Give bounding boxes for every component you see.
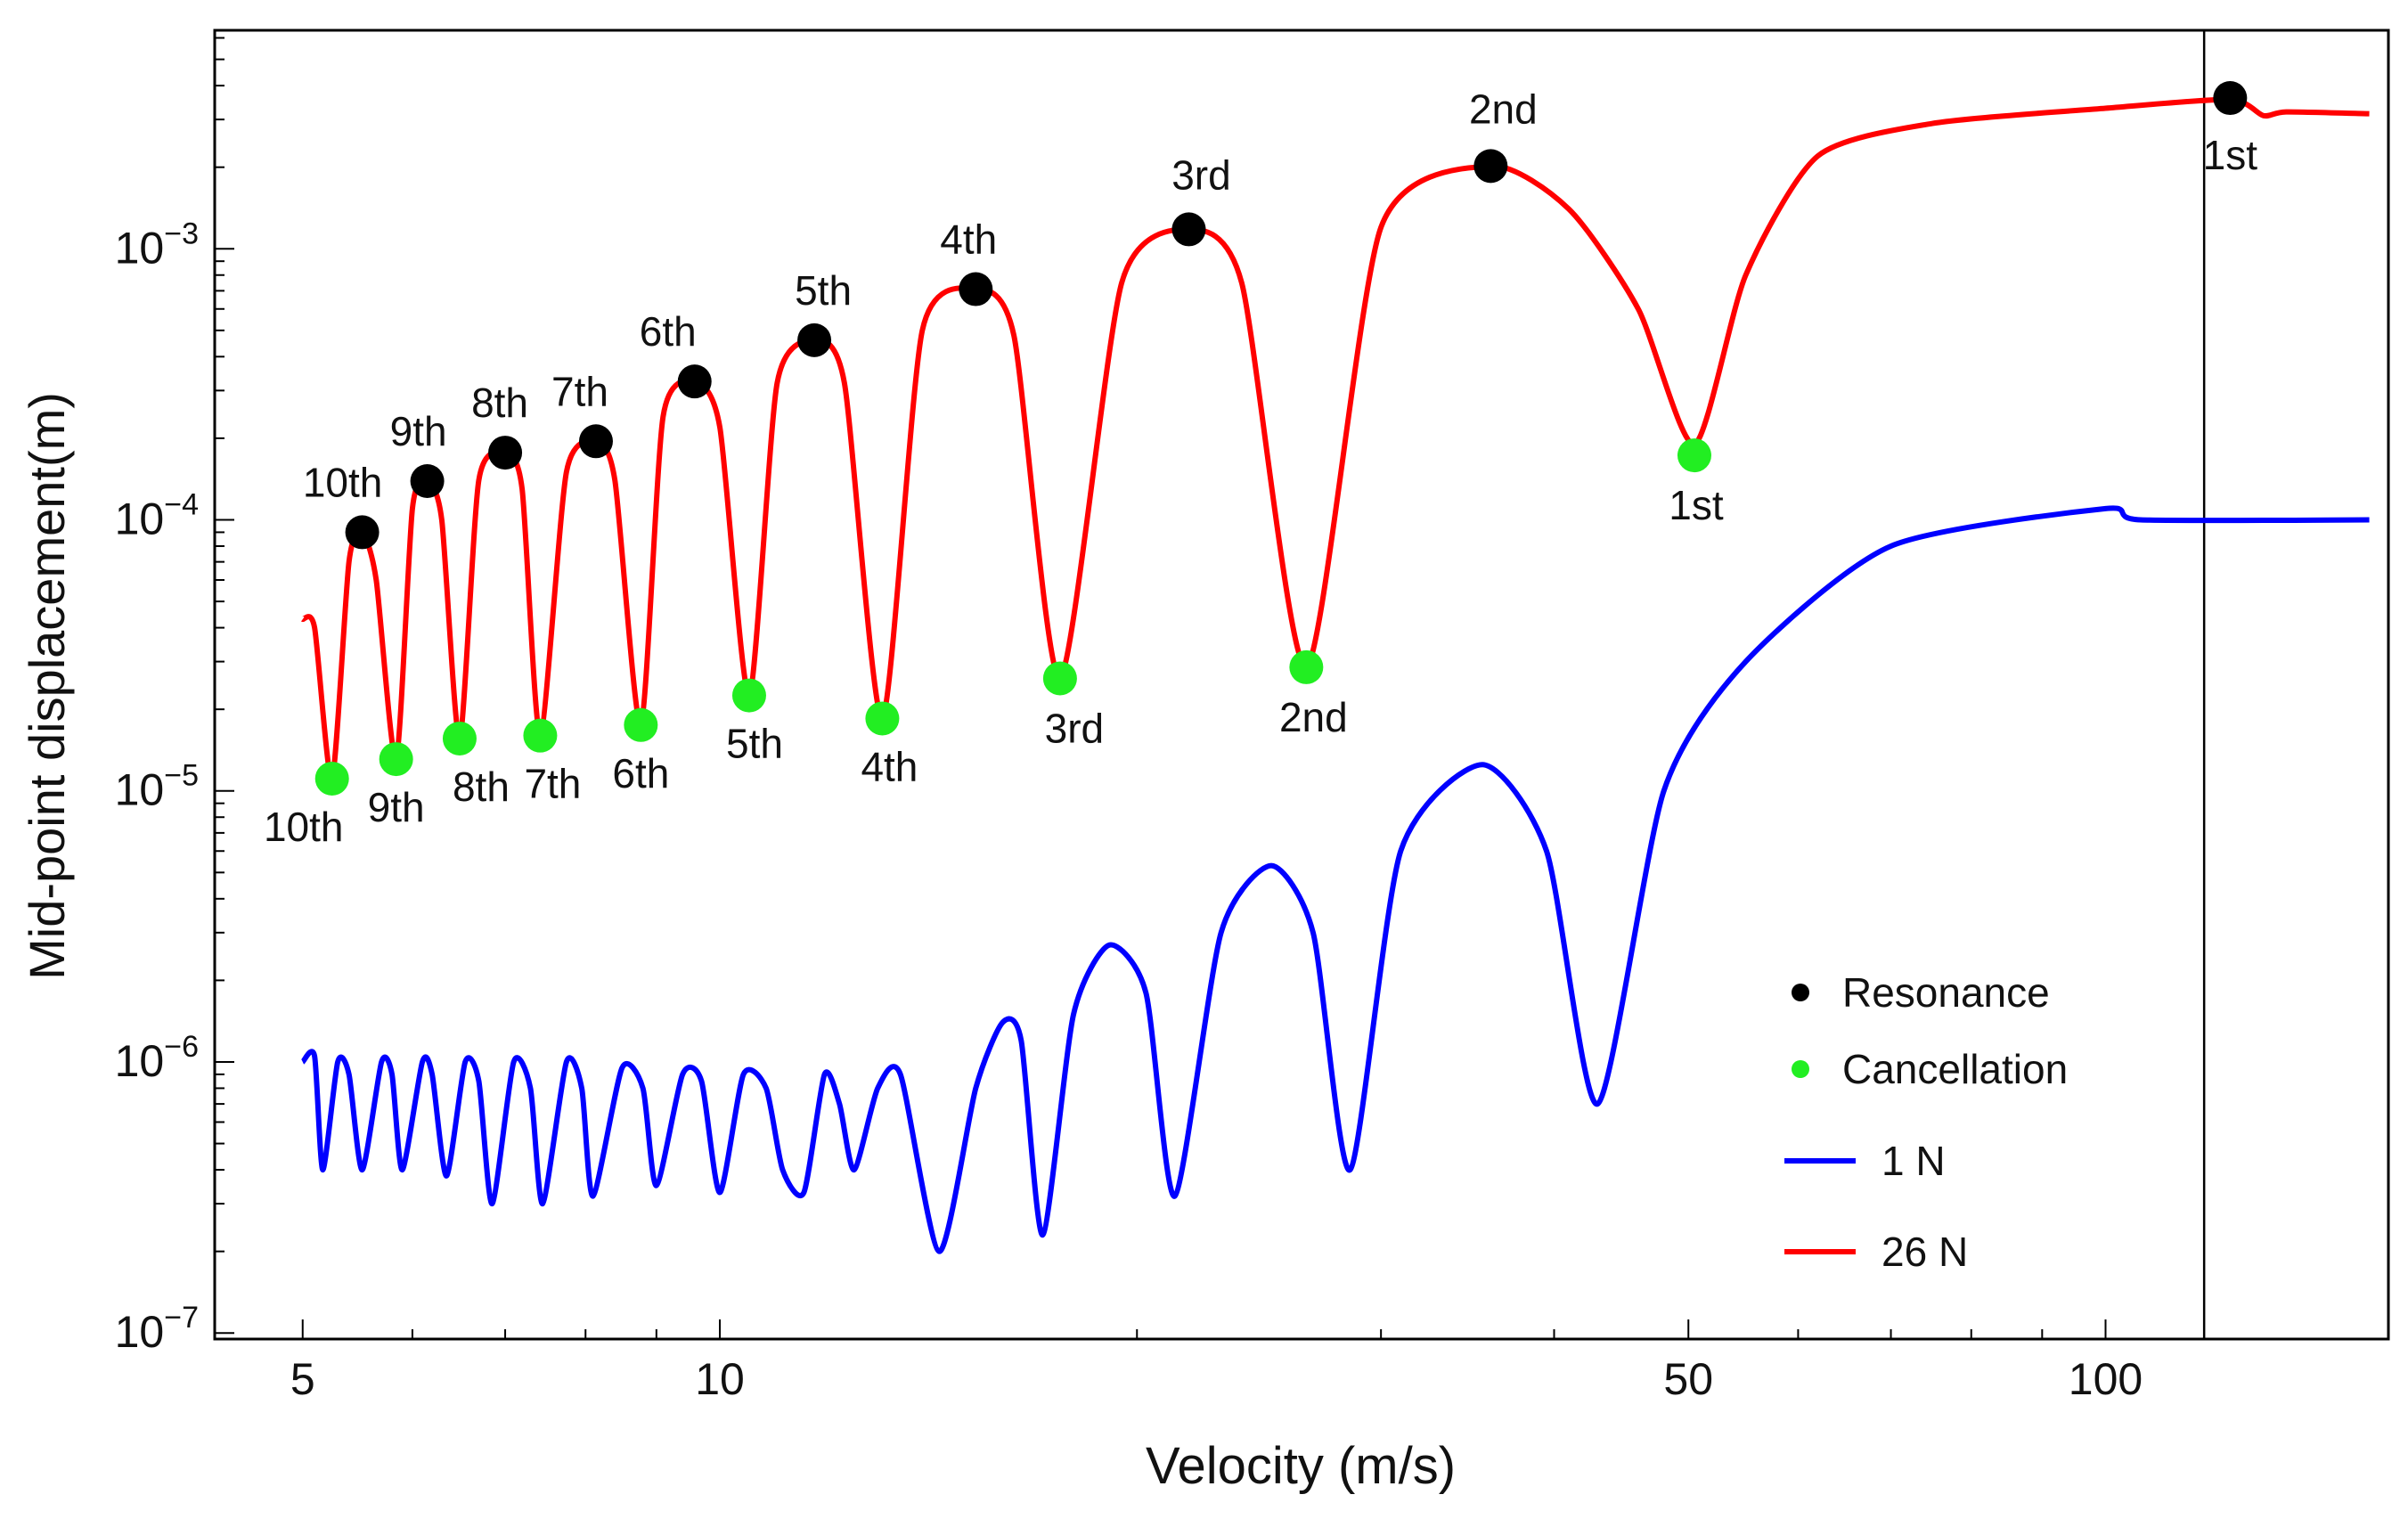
y-tick-exponent: −7 <box>164 1301 199 1335</box>
resonance-marker <box>2213 81 2248 116</box>
y-tick-base: 10 <box>115 1036 165 1086</box>
cancellation-marker <box>1289 649 1324 684</box>
resonance-marker <box>797 323 832 357</box>
resonance-marker <box>578 424 613 459</box>
y-tick-base: 10 <box>115 223 165 273</box>
legend-dot-cancellation <box>1792 1060 1809 1078</box>
cancellation-label: 3rd <box>1045 705 1104 751</box>
resonance-label: 8th <box>471 380 528 426</box>
resonance-label: 6th <box>640 308 697 355</box>
legend: Resonance Cancellation 1 N 26 N <box>1784 969 2068 1275</box>
resonance-label: 1st <box>2203 132 2258 178</box>
cancellation-label: 10th <box>264 804 344 850</box>
resonance-label: 2nd <box>1469 86 1538 132</box>
resonance-marker <box>488 436 523 470</box>
cancellation-label: 1st <box>1669 482 1724 528</box>
y-tick-label: 10−3 <box>115 216 199 273</box>
cancellation-marker <box>624 707 658 742</box>
y-tick-base: 10 <box>115 1307 165 1357</box>
cancellation-marker <box>314 761 349 796</box>
x-tick-label: 50 <box>1663 1354 1713 1404</box>
resonance-label: 7th <box>551 368 608 414</box>
resonance-label: 9th <box>390 408 447 454</box>
cancellation-marker <box>731 678 766 713</box>
y-tick-label: 10−6 <box>115 1030 199 1086</box>
resonance-label: 10th <box>303 459 383 505</box>
y-tick-label: 10−4 <box>115 488 199 544</box>
resonance-marker <box>1171 212 1206 247</box>
resonance-label: 4th <box>940 216 997 263</box>
cancellation-label: 5th <box>726 721 783 767</box>
y-tick-label: 10−5 <box>115 759 199 815</box>
y-tick-base: 10 <box>115 765 165 815</box>
cancellation-label: 4th <box>861 743 918 789</box>
cancellation-label: 9th <box>368 784 425 830</box>
resonance-marker <box>677 364 712 399</box>
legend-label: Cancellation <box>1842 1046 2068 1092</box>
y-tick-label: 10−7 <box>115 1301 199 1357</box>
cancellation-marker <box>523 718 558 753</box>
y-tick-base: 10 <box>115 494 165 544</box>
y-tick-exponent: −3 <box>164 216 199 250</box>
legend-dot-resonance <box>1792 984 1809 1001</box>
resonance-marker <box>959 272 993 306</box>
plot-frame <box>213 29 2390 1341</box>
series-line-1-n <box>300 505 2370 1254</box>
cancellation-marker <box>442 721 477 755</box>
resonance-marker <box>345 515 380 550</box>
cancellation-label: 8th <box>453 764 510 810</box>
y-tick-exponent: −6 <box>164 1030 199 1064</box>
y-tick-exponent: −4 <box>164 488 199 522</box>
resonance-label: 3rd <box>1171 151 1230 198</box>
cancellation-marker <box>379 742 413 777</box>
legend-label: Resonance <box>1842 969 2050 1016</box>
cancellation-label: 2nd <box>1279 694 1348 740</box>
cancellation-marker <box>865 701 900 736</box>
resonance-label: 5th <box>795 267 852 314</box>
y-tick-exponent: −5 <box>164 759 199 793</box>
resonance-marker <box>1473 149 1508 184</box>
cancellation-label: 6th <box>612 750 669 796</box>
legend-label: 1 N <box>1882 1138 1946 1184</box>
cancellation-marker <box>1677 438 1711 473</box>
x-tick-label: 10 <box>695 1354 745 1404</box>
resonance-marker <box>410 463 445 498</box>
x-tick-label: 5 <box>290 1354 315 1404</box>
x-axis-label: Velocity (m/s) <box>1146 1437 1456 1495</box>
cancellation-marker <box>1042 661 1077 696</box>
series-curves <box>299 96 2370 1254</box>
x-tick-label: 100 <box>2069 1354 2143 1404</box>
y-axis-label: Mid-point displacement(m) <box>19 392 75 980</box>
series-line-26-n <box>299 96 2370 783</box>
cancellation-label: 7th <box>524 761 581 807</box>
legend-label: 26 N <box>1882 1229 1968 1275</box>
